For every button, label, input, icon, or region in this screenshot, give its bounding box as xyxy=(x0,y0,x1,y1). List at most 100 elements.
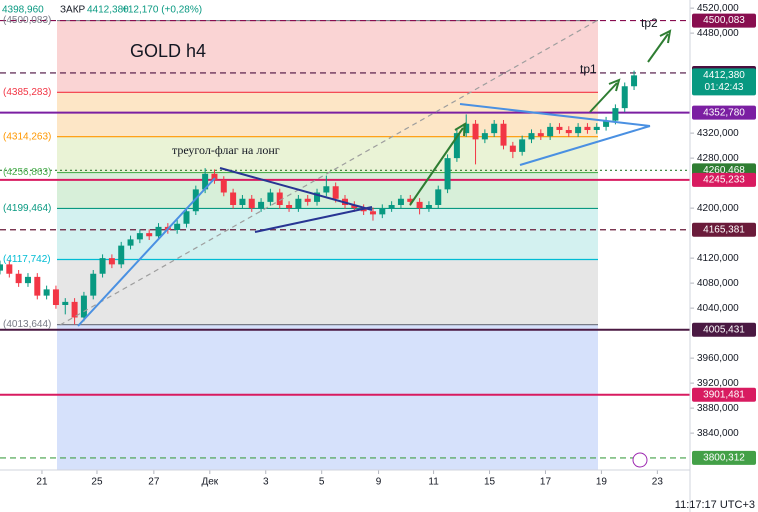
candle-body xyxy=(323,186,330,193)
y-tick-label: 4040,000 xyxy=(697,303,739,314)
level-label-box xyxy=(692,222,756,237)
y-tick-label: 3960,000 xyxy=(697,353,739,364)
triangle-upper xyxy=(459,103,651,127)
candle-body xyxy=(62,301,69,305)
level-label-box xyxy=(692,450,756,465)
x-tick-label: 21 xyxy=(36,477,48,488)
candle-body xyxy=(547,126,554,137)
candle-body xyxy=(15,273,22,284)
candle-body xyxy=(500,123,507,146)
y-tick-label: 4320,000 xyxy=(697,128,739,139)
candle-body xyxy=(631,75,638,87)
candle-body xyxy=(304,198,311,202)
x-tick-label: 9 xyxy=(376,477,382,488)
level-label: 3901,481 xyxy=(703,389,745,400)
candle-body xyxy=(80,295,87,318)
y-tick-label: 4520,000 xyxy=(697,3,739,14)
fib-label: (4314,263) xyxy=(3,131,51,142)
x-tick-label: 15 xyxy=(484,477,496,488)
fib-label: (4256,863) xyxy=(3,167,51,178)
candle-body xyxy=(211,173,218,180)
candle-body xyxy=(435,189,442,205)
y-tick-label: 4280,000 xyxy=(697,153,739,164)
arrows xyxy=(409,29,672,206)
candle-body xyxy=(575,126,582,134)
candle-body xyxy=(491,123,498,134)
candle-body xyxy=(332,186,339,199)
triangle-lower xyxy=(254,206,373,233)
price-label: 4412,380 xyxy=(703,70,745,81)
arrow-head xyxy=(454,122,467,137)
level-label: 3800,312 xyxy=(703,453,745,464)
x-tick-label: 3 xyxy=(263,477,269,488)
candle-body xyxy=(528,133,535,140)
icon xyxy=(632,452,648,468)
x-tick-label: Дек xyxy=(201,477,218,488)
y-tick-label: 3840,000 xyxy=(697,428,739,439)
level-label: 4500,083 xyxy=(703,15,745,26)
candle-body xyxy=(369,211,376,215)
arrow xyxy=(647,33,669,63)
triangle-lower xyxy=(519,125,651,166)
candle-body xyxy=(295,198,302,209)
candle-body xyxy=(24,276,31,284)
candle-body xyxy=(0,264,3,271)
fib-label: (4013,644) xyxy=(3,319,51,330)
fib-zone xyxy=(57,20,598,93)
candle-body xyxy=(136,233,143,240)
candle-body xyxy=(267,192,274,202)
arrow-head xyxy=(659,29,672,44)
candle-body xyxy=(34,276,41,296)
candle-body xyxy=(509,145,516,152)
candle-body xyxy=(220,180,227,193)
candle-body xyxy=(286,205,293,209)
trendline xyxy=(77,177,216,327)
header-prev: 4398,960 xyxy=(2,5,44,16)
candle-body xyxy=(192,189,199,212)
candles xyxy=(0,70,638,325)
candle-body xyxy=(276,192,283,205)
candle-body xyxy=(565,130,572,134)
countdown: 01:42:43 xyxy=(705,82,744,93)
annotation: tp2 xyxy=(641,16,658,30)
y-tick-label: 4480,000 xyxy=(697,28,739,39)
candle-body xyxy=(90,273,97,296)
level-label: 4005,431 xyxy=(703,324,745,335)
level-label-box xyxy=(692,13,756,28)
x-tick-label: 11 xyxy=(428,477,439,488)
level-label: 4165,381 xyxy=(703,224,745,235)
candle-body xyxy=(537,133,544,137)
candle-body xyxy=(463,123,470,134)
annotation: треугол-флаг на лонг xyxy=(172,143,280,157)
candle-body xyxy=(612,108,619,121)
price-label-box xyxy=(692,68,756,96)
y-tick-label: 3880,000 xyxy=(697,403,739,414)
clock: 11:17:17 UTC+3 xyxy=(675,499,755,511)
candle-body xyxy=(425,205,432,209)
candle-body xyxy=(416,201,423,209)
triangle-upper xyxy=(219,167,373,211)
candle-body xyxy=(453,133,460,159)
level-label: 4260,468 xyxy=(703,165,745,176)
candle-body xyxy=(108,258,115,265)
level-label-box xyxy=(692,105,756,120)
labels: (4500,083) (4385,283) (4314,263) (4256,863)… xyxy=(3,13,756,465)
candle-body xyxy=(314,192,321,202)
level-label-box xyxy=(692,172,756,187)
candle-body xyxy=(6,264,13,274)
x-tick-label: 23 xyxy=(652,477,664,488)
fib-label: (4500,083) xyxy=(3,15,51,26)
chart-title: GOLD h4 xyxy=(130,41,206,61)
trend-dashed xyxy=(59,19,599,326)
candle-body xyxy=(444,158,451,190)
candle-body xyxy=(202,173,209,190)
candle-body xyxy=(472,123,479,140)
header-close: 4412,380 xyxy=(87,5,129,16)
candle-body xyxy=(239,198,246,205)
candle-body xyxy=(127,239,134,246)
annotation: tp1 xyxy=(580,62,597,76)
arrow xyxy=(589,82,618,113)
y-tick-label: 4200,000 xyxy=(697,203,739,214)
x-tick-label: 25 xyxy=(91,477,103,488)
level-label-box xyxy=(692,322,756,337)
